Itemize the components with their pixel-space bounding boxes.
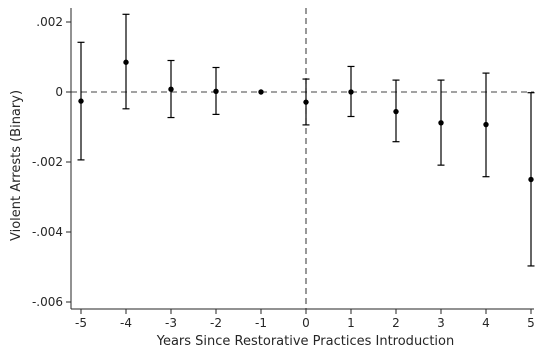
x-tick-label: -5 xyxy=(75,316,87,330)
point-estimate xyxy=(303,99,309,105)
point-estimate xyxy=(258,89,264,95)
y-tick-label: 0 xyxy=(55,85,63,99)
x-axis-label: Years Since Restorative Practices Introd… xyxy=(156,334,454,349)
x-tick-label: 0 xyxy=(302,316,310,330)
y-tick-label: .002 xyxy=(36,15,63,29)
y-tick-label: -.006 xyxy=(32,295,63,309)
point-estimate xyxy=(393,108,399,115)
plot-area xyxy=(71,8,535,309)
y-tick-label: -.002 xyxy=(32,155,63,169)
x-tick-label: 5 xyxy=(527,316,535,330)
axes: .002 0 -.002 -.004 -.006 -5 -4 -3 -2 -1 0 1 2 3 4 5 xyxy=(32,8,535,330)
point-estimate xyxy=(483,121,489,128)
point-estimate xyxy=(528,176,534,183)
point-estimate xyxy=(123,59,129,65)
x-tick-label: -1 xyxy=(255,316,267,330)
x-tick-label: 1 xyxy=(347,316,355,330)
x-tick-label: -3 xyxy=(165,316,177,330)
y-axis-label: Violent Arrests (Binary) xyxy=(9,90,24,241)
x-tick-label: 2 xyxy=(392,316,400,330)
x-tick-label: 3 xyxy=(437,316,445,330)
x-tick-label: -2 xyxy=(210,316,222,330)
x-tick-label: -4 xyxy=(120,316,132,330)
point-estimate xyxy=(168,86,174,92)
point-estimate xyxy=(348,89,354,95)
x-tick-label: 4 xyxy=(482,316,490,330)
y-tick-label: -.004 xyxy=(32,225,63,239)
point-estimate xyxy=(213,88,219,95)
point-estimate xyxy=(438,120,444,126)
point-estimate xyxy=(78,98,84,104)
